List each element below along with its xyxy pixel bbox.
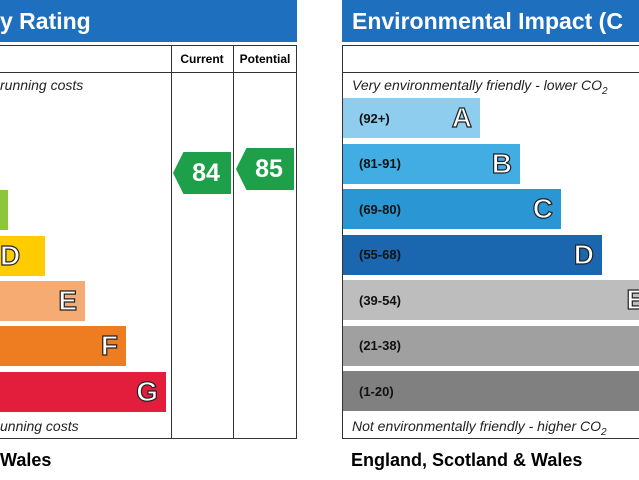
band-bar: G [0, 372, 166, 412]
divider [342, 72, 639, 73]
band-range: (39-54) [359, 292, 401, 308]
note-sub: 2 [602, 85, 608, 97]
band-range: (21-38) [359, 338, 401, 353]
band-letter: E [58, 284, 78, 316]
current-rating: 84 [173, 152, 231, 194]
band-bar: (39-54) E [343, 280, 639, 320]
band-bar: (92+) A [343, 98, 480, 138]
note-sub: 2 [601, 426, 607, 438]
band-bar: (81-91) B [343, 143, 520, 184]
right-title: Environmental Impact (C [342, 0, 639, 42]
right-frame [342, 45, 639, 439]
band-letter: A [451, 101, 472, 133]
band-letter: C [532, 192, 553, 224]
bottom-note: Not environmentally friendly - higher CO… [352, 418, 607, 438]
band-bar: D [0, 236, 45, 276]
divider [0, 72, 297, 73]
band-bar: (69-80) C [343, 189, 561, 229]
band-range: (92+) [359, 110, 390, 126]
band-letter: E [626, 283, 639, 315]
band-letter: D [0, 239, 21, 271]
band-range: (1-20) [359, 383, 394, 399]
band-letter: F [100, 329, 118, 361]
band-bar: (21-38) [343, 325, 639, 366]
divider [233, 45, 234, 439]
band-bar: (1-20) [343, 371, 639, 411]
top-note: running costs [0, 77, 84, 93]
band-letter: G [136, 375, 159, 407]
band-bar [0, 190, 8, 230]
band-range: (55-68) [359, 247, 401, 262]
left-frame [0, 45, 297, 439]
band-range: (81-91) [359, 156, 401, 171]
footer: Wales [0, 450, 52, 470]
band-range: (69-80) [359, 201, 401, 217]
band-letter: D [573, 238, 594, 270]
top-note: Very environmentally friendly - lower CO… [352, 77, 608, 97]
column-header: Potential [239, 52, 291, 66]
column-header: Current [180, 52, 224, 66]
band-bar: F [0, 326, 126, 366]
band-bar: E [0, 281, 85, 321]
bottom-note: unning costs [0, 418, 79, 434]
footer: England, Scotland & Wales [351, 450, 583, 470]
divider [171, 45, 172, 439]
note-text: Not environmentally friendly - higher CO [352, 418, 601, 434]
note-text: Very environmentally friendly - lower CO [352, 77, 603, 93]
potential-rating: 85 [236, 148, 294, 190]
band-bar: (55-68) D [343, 234, 602, 275]
band-letter: B [491, 147, 512, 179]
left-title: y Rating [0, 0, 297, 42]
